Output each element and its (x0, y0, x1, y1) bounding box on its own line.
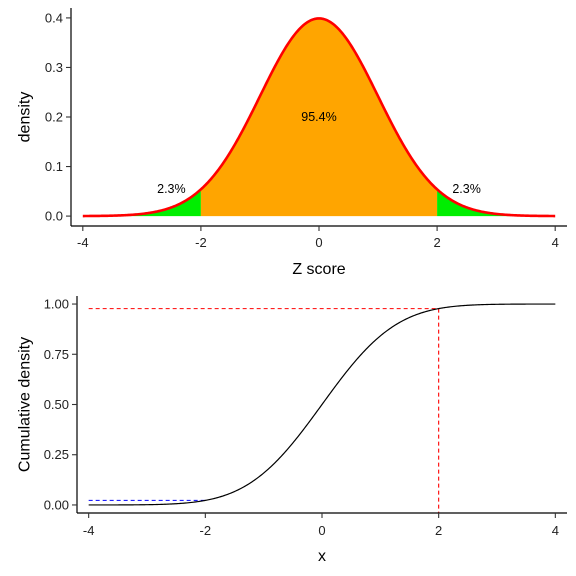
density-panel: -4 -2 0 2 4 0.0 0.1 0.2 0.3 0.4 2.3% 95.4% 2.3% Z … (17, 8, 567, 278)
density-curve (82, 17, 556, 218)
x-tick-label: 4 (552, 523, 559, 538)
y-tick-label: 0.50 (44, 397, 69, 412)
x-tick-label: 2 (433, 235, 440, 250)
cumulative-curve (88, 303, 556, 506)
cumulative-y-axis-title: Cumulative density (17, 337, 34, 472)
x-tick-label: 0 (315, 235, 322, 250)
x-tick-label: -2 (200, 523, 212, 538)
shaded-region (437, 189, 556, 217)
percentage-annotation: 95.4% (301, 110, 336, 124)
shaded-region (82, 189, 201, 217)
density-y-axis-title: density (17, 92, 34, 143)
x-tick-label: -4 (77, 235, 89, 250)
cumulative-x-axis-title: x (318, 548, 326, 565)
y-tick-label: 0.3 (45, 60, 63, 75)
reference-line (88, 308, 440, 513)
density-x-axis-title: Z score (292, 261, 345, 278)
y-tick-label: 0.4 (45, 10, 63, 25)
y-tick-label: 0.1 (45, 159, 63, 174)
y-tick-label: 0.25 (44, 447, 69, 462)
x-tick-label: 0 (318, 523, 325, 538)
percentage-annotation: 2.3% (157, 182, 186, 196)
x-tick-label: -2 (195, 235, 207, 250)
x-tick-label: 4 (552, 235, 559, 250)
shaded-region (200, 18, 438, 217)
cumulative-panel: -4 -2 0 2 4 0.00 0.25 0.50 0.75 1.00 x Cumulativ… (17, 296, 567, 565)
x-tick-label: -4 (83, 523, 95, 538)
y-tick-label: 0.00 (44, 497, 69, 512)
y-tick-label: 0.75 (44, 347, 69, 362)
percentage-annotation: 2.3% (452, 182, 481, 196)
y-tick-label: 0.2 (45, 110, 63, 125)
y-tick-label: 1.00 (44, 297, 69, 312)
x-tick-label: 2 (435, 523, 442, 538)
y-tick-label: 0.0 (45, 209, 63, 224)
